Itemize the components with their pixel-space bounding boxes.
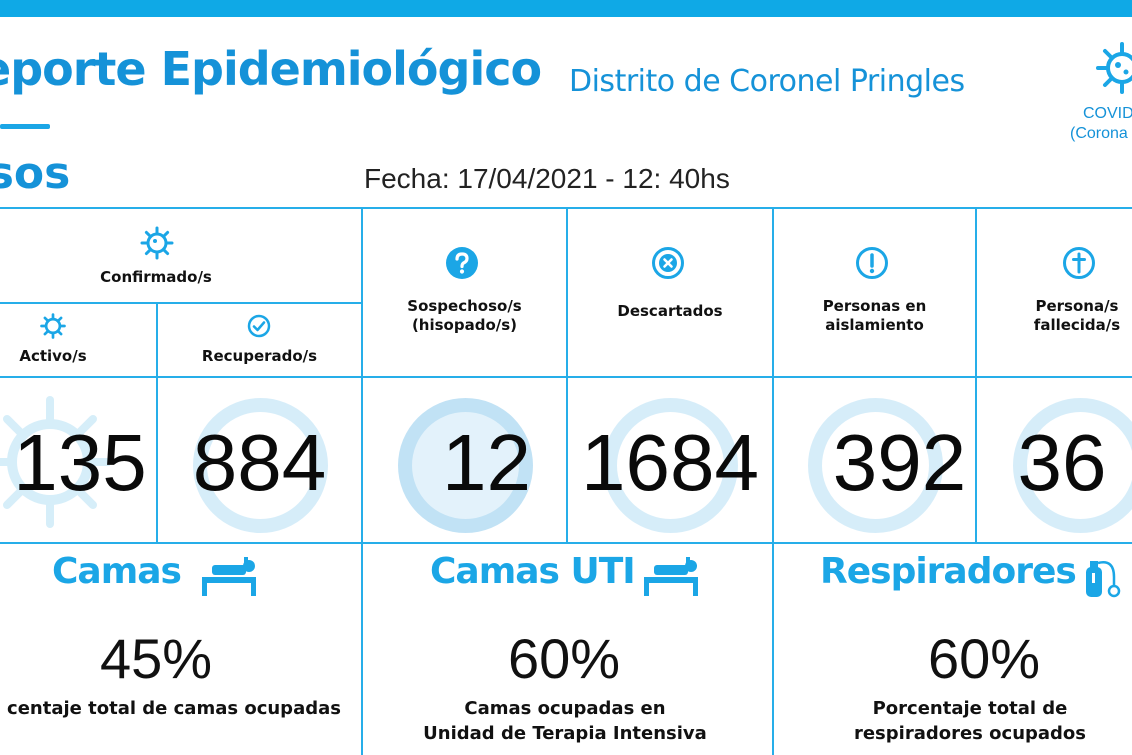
respirators-caption: Porcentaje total de respiradores ocupado… [853,698,1087,744]
beds-caption: centaje total de camas ocupadas [7,698,341,719]
icu-beds-percent: 60% [507,627,621,690]
grid-line [0,302,362,304]
recovered-header: Recuperado/s [201,347,318,365]
confirmed-header: Confirmado/s [100,268,212,286]
section-title: asos [0,148,71,199]
suspect-count: 12 [442,418,531,507]
check-circle-icon [247,314,271,338]
discarded-count: 1684 [581,418,759,507]
grid-line [0,542,1132,544]
grid-line [975,207,977,543]
virus-icon [140,226,174,260]
exclamation-circle-icon [856,247,888,279]
recovered-count: 884 [192,418,327,507]
bed-icon [644,557,698,596]
deceased-count: 36 [1017,418,1107,507]
question-circle-icon [446,247,478,279]
active-header: Activo/s [19,347,87,365]
beds-percent: 45% [99,627,213,690]
virus-icon [40,313,66,339]
title-underline [0,124,50,129]
respirators-percent: 60% [927,627,1041,690]
oxygen-icon [1086,561,1121,598]
covid-label: COVID (Corona [1070,105,1132,142]
covid-virus-icon [1096,42,1132,94]
grid-line [156,302,158,543]
suspect-header: Sospechoso/s (hisopado/s) [407,297,522,334]
grid-line [566,207,568,543]
report-date: Fecha: 17/04/2021 - 12: 40hs [364,163,730,194]
icu-beds-caption: Camas ocupadas en Unidad de Terapia Inte… [423,698,707,744]
active-count: 135 [13,418,147,507]
deceased-header: Persona/s fallecida/s [1033,297,1121,334]
grid-line [772,207,774,755]
cross-circle-icon [1063,247,1095,279]
discarded-header: Descartados [617,302,723,320]
icu-beds-title: Camas UTI [430,551,636,592]
top-bar [0,0,1132,17]
beds-title: Camas [52,551,182,592]
isolation-header: Personas en aislamiento [822,297,927,334]
bed-icon [202,557,256,596]
x-circle-icon [652,247,684,279]
isolation-count: 392 [832,418,967,507]
respirators-title: Respiradores [820,551,1077,592]
grid-line [361,207,363,755]
page-title: eporte Epidemiológico [0,42,542,96]
page-subtitle: Distrito de Coronel Pringles [569,64,965,99]
virus-watermark-icon [0,396,110,528]
